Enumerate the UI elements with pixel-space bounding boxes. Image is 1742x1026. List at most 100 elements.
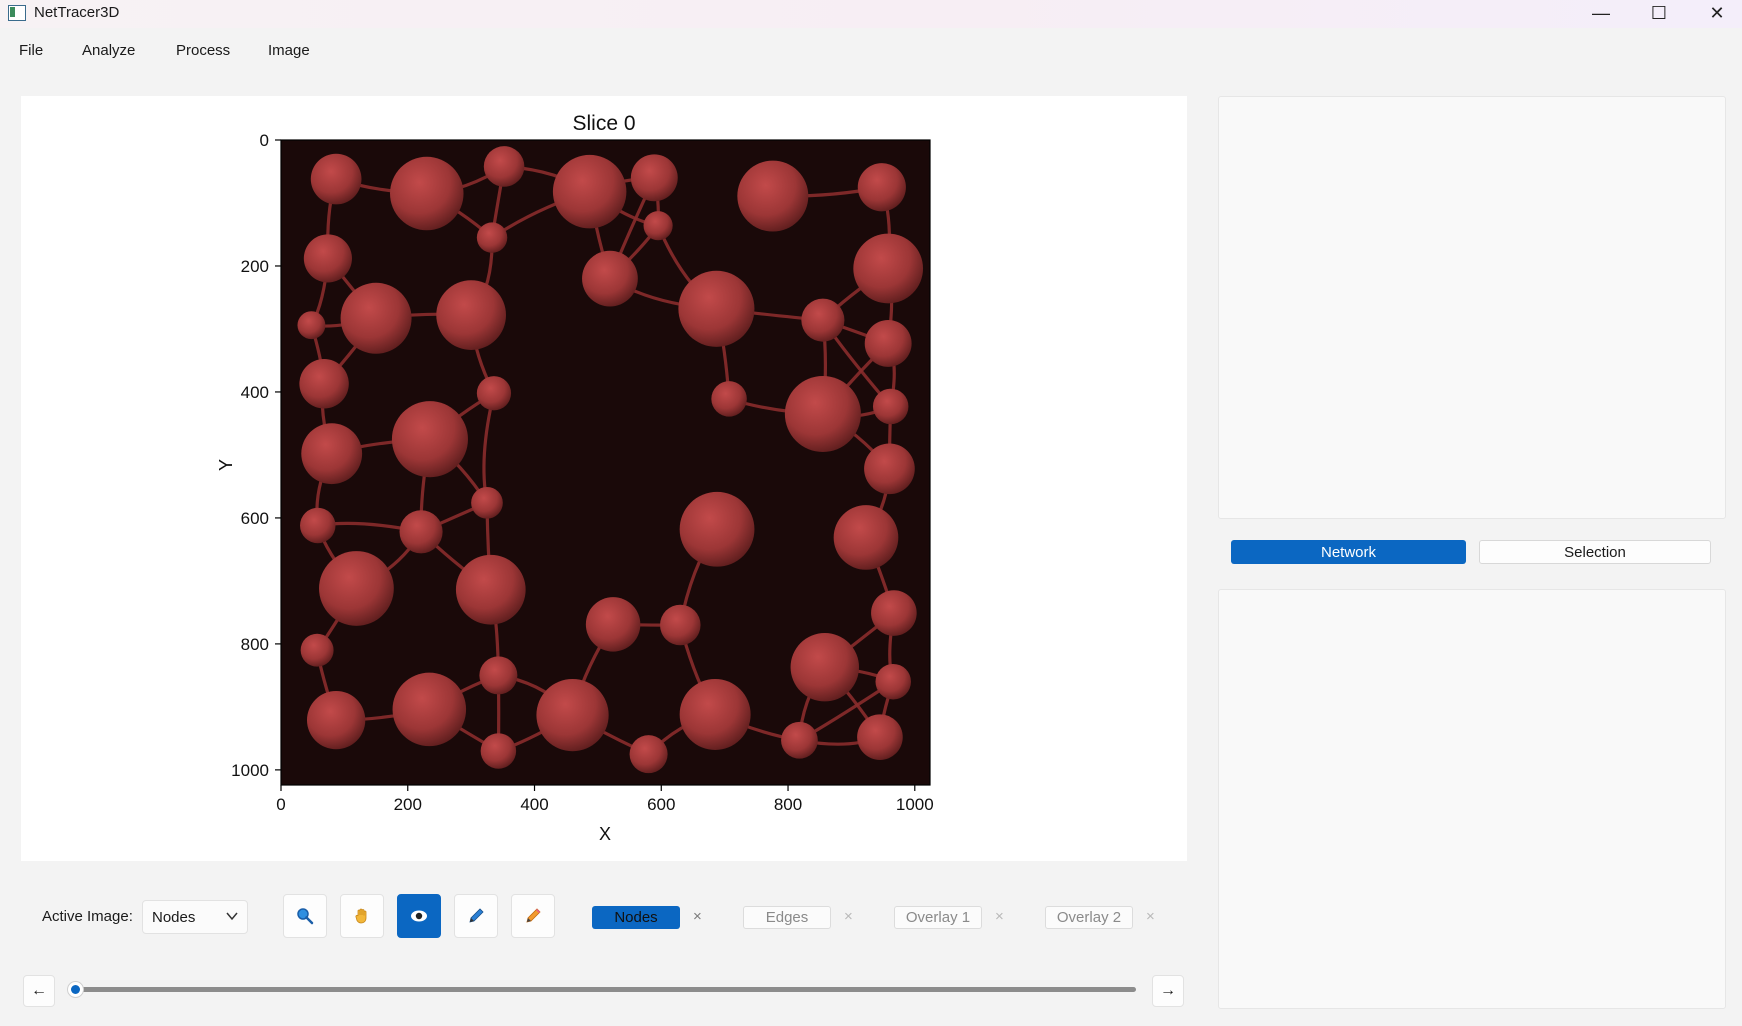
menu-file[interactable]: File <box>19 42 44 59</box>
layer-nodes-close[interactable]: × <box>693 908 702 925</box>
layer-overlay1-close[interactable]: × <box>995 908 1004 925</box>
node-sphere <box>310 153 362 205</box>
node-sphere <box>864 320 912 367</box>
eraser-button[interactable] <box>511 894 555 938</box>
node-sphere <box>857 714 903 760</box>
zoom-button[interactable] <box>283 894 327 938</box>
node-sphere <box>660 604 701 646</box>
node-sphere <box>784 375 861 453</box>
tab-selection[interactable]: Selection <box>1479 540 1711 564</box>
pen-icon <box>469 908 484 923</box>
x-axis-label: X <box>599 824 611 844</box>
node-sphere <box>297 311 326 340</box>
node-sphere <box>436 280 506 350</box>
node-sphere <box>301 423 363 485</box>
node-sphere <box>552 154 627 229</box>
node-sphere <box>737 160 809 232</box>
node-sphere <box>781 721 818 759</box>
window-title: NetTracer3D <box>34 4 120 21</box>
y-tick-label: 600 <box>241 509 269 528</box>
y-tick-label: 1000 <box>231 761 269 780</box>
node-sphere <box>300 633 334 667</box>
layer-edges-close[interactable]: × <box>844 908 853 925</box>
x-tick-label: 1000 <box>896 795 934 814</box>
node-sphere <box>399 510 443 554</box>
active-image-value: Nodes <box>152 909 196 926</box>
menu-analyze[interactable]: Analyze <box>82 42 136 59</box>
node-sphere <box>629 735 668 774</box>
highlighter-icon <box>526 908 541 923</box>
y-tick-label: 0 <box>260 131 269 150</box>
prev-slice-button[interactable]: ← <box>23 975 55 1007</box>
title-bar: NetTracer3D — ☐ ✕ <box>0 0 1742 28</box>
eye-icon <box>411 910 427 922</box>
node-sphere <box>299 359 349 409</box>
node-sphere <box>875 663 911 700</box>
node-sphere <box>857 163 906 212</box>
slice-slider-track[interactable] <box>76 987 1136 992</box>
chevron-down-icon <box>226 912 238 921</box>
app-icon <box>8 5 26 21</box>
brush-button[interactable] <box>454 894 498 938</box>
plot-panel: Slice 0 0 200 400 600 800 1000 0 200 400 600 800 1… <box>21 96 1187 861</box>
node-sphere <box>300 507 336 544</box>
x-tick-label: 800 <box>774 795 802 814</box>
tab-network[interactable]: Network <box>1231 540 1466 564</box>
layer-overlay2-toggle[interactable]: Overlay 2 <box>1045 906 1133 929</box>
node-sphere <box>455 554 526 625</box>
next-slice-button[interactable]: → <box>1152 975 1184 1007</box>
node-sphere <box>390 156 464 231</box>
node-sphere <box>833 505 899 570</box>
menu-process[interactable]: Process <box>176 42 231 59</box>
node-sphere <box>483 146 525 187</box>
layer-overlay2-close[interactable]: × <box>1146 908 1155 925</box>
layer-overlay1-toggle[interactable]: Overlay 1 <box>894 906 982 929</box>
node-sphere <box>476 376 512 411</box>
node-sphere <box>319 551 394 626</box>
node-sphere <box>871 590 917 636</box>
active-image-label: Active Image: <box>42 908 133 925</box>
node-sphere <box>853 233 924 304</box>
node-sphere <box>536 678 609 752</box>
x-tick-label: 0 <box>276 795 285 814</box>
pan-hand-icon <box>355 908 367 924</box>
node-sphere <box>678 270 755 347</box>
node-sphere <box>790 632 860 702</box>
node-sphere <box>340 282 412 354</box>
node-sphere <box>303 234 352 283</box>
layer-nodes-toggle[interactable]: Nodes <box>592 906 680 929</box>
image-plot[interactable]: Slice 0 0 200 400 600 800 1000 0 200 400 600 800 1… <box>21 96 1187 861</box>
close-button[interactable]: ✕ <box>1709 2 1725 23</box>
node-sphere <box>479 656 518 695</box>
plot-frame <box>280 139 931 786</box>
node-sphere <box>801 298 845 342</box>
x-tick-label: 200 <box>394 795 422 814</box>
node-sphere <box>392 672 467 747</box>
node-sphere <box>585 597 641 652</box>
pan-button[interactable] <box>340 894 384 938</box>
view-button[interactable] <box>397 894 441 938</box>
x-tick-label: 600 <box>647 795 675 814</box>
active-image-select[interactable]: Nodes <box>142 900 248 934</box>
y-tick-label: 400 <box>241 383 269 402</box>
y-tick-label: 200 <box>241 257 269 276</box>
node-spheres <box>297 146 924 774</box>
table-panel <box>1218 589 1726 1009</box>
maximize-button[interactable]: ☐ <box>1650 2 1668 23</box>
network-info-panel <box>1218 96 1726 519</box>
node-sphere <box>679 678 751 750</box>
minimize-button[interactable]: — <box>1592 2 1610 23</box>
node-sphere <box>679 491 755 567</box>
layer-edges-toggle[interactable]: Edges <box>743 906 831 929</box>
x-axis-ticks: 0 200 400 600 800 1000 <box>276 785 934 814</box>
menu-image[interactable]: Image <box>268 42 310 59</box>
x-tick-label: 400 <box>520 795 548 814</box>
plot-title: Slice 0 <box>572 112 635 135</box>
node-sphere <box>391 401 468 478</box>
y-axis-ticks: 0 200 400 600 800 1000 <box>231 131 281 780</box>
node-sphere <box>306 690 366 750</box>
y-axis-label: Y <box>216 459 236 471</box>
slice-slider-handle[interactable] <box>67 981 84 998</box>
node-sphere <box>872 388 909 425</box>
node-sphere <box>476 222 508 253</box>
